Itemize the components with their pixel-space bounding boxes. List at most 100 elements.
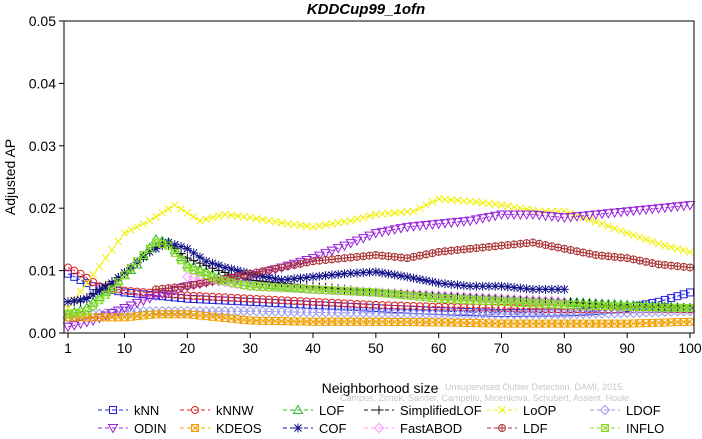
data-point-ldf [302, 258, 311, 267]
data-point-knnw [195, 292, 204, 301]
data-point-odin [62, 322, 74, 333]
data-point-knnw [302, 297, 311, 306]
data-point-knnw [271, 295, 280, 304]
legend-label: kNN [134, 403, 159, 418]
data-point-loop [610, 224, 619, 233]
data-point-knnw [139, 288, 148, 297]
data-point-cof [383, 269, 393, 279]
data-point-cof [289, 274, 299, 284]
data-point-loop [346, 216, 355, 225]
data-point-loop [271, 217, 280, 226]
data-point-odin [527, 210, 539, 220]
data-point-ldf [195, 279, 204, 288]
y-axis-label: Adjusted AP [2, 139, 18, 215]
data-point-cof [509, 282, 519, 292]
data-point-odin [131, 299, 143, 309]
data-point-cof [415, 274, 425, 284]
data-point-odin [684, 201, 696, 211]
data-point-odin [420, 221, 432, 231]
data-point-odin [483, 212, 495, 223]
data-point-ldf [629, 255, 638, 264]
series-ldf [151, 238, 695, 294]
data-point-loop [183, 209, 192, 217]
data-point-cof [484, 281, 494, 291]
data-point-odin [471, 215, 482, 225]
data-point-cof [208, 258, 218, 268]
data-point-ldf [265, 265, 274, 274]
data-point-cof [421, 276, 431, 286]
data-point-loop [378, 210, 386, 218]
data-point-odin [609, 208, 620, 219]
x-tick-label: 10 [117, 340, 133, 356]
data-point-loop [654, 239, 663, 248]
data-point-cof [471, 281, 481, 291]
data-point-knnw [227, 293, 236, 302]
data-point-odin [546, 212, 558, 222]
data-point-cof [346, 268, 356, 278]
data-point-cof [534, 284, 544, 294]
legend-label: SimplifiedLOF [400, 403, 482, 418]
data-point-cof [409, 273, 419, 283]
data-point-loop [428, 198, 437, 206]
data-point-fastabod [559, 296, 570, 308]
data-point-ldf [258, 267, 267, 276]
data-point-cof [540, 284, 550, 294]
data-point-loop [415, 204, 424, 213]
data-point-lof [68, 306, 80, 317]
data-point-cof [226, 264, 236, 274]
data-point-knnw [334, 299, 343, 308]
x-tick-label: 1 [64, 340, 72, 356]
data-point-cof [69, 296, 79, 306]
data-point-ldf [428, 249, 437, 258]
data-point-loop [459, 197, 468, 205]
watermark-line-2: Campos, Zimek, Sander, Campello, Micenko… [340, 393, 629, 403]
data-point-odin [540, 211, 551, 222]
data-point-cof [214, 260, 224, 270]
data-point-loop [126, 226, 135, 234]
data-point-odin [408, 222, 419, 232]
data-point-odin [125, 301, 137, 312]
data-point-cof [82, 294, 92, 304]
data-point-cof [497, 281, 507, 291]
data-point-cof [358, 268, 368, 278]
data-point-cof [321, 271, 331, 281]
data-point-loop [120, 229, 129, 238]
y-tick-label: 0.05 [29, 13, 56, 29]
data-point-loop [491, 200, 500, 209]
data-point-cof [182, 244, 192, 254]
y-tick-label: 0.04 [29, 75, 56, 91]
data-point-knnw [516, 304, 525, 313]
data-point-ldf [528, 238, 537, 247]
data-point-odin [458, 217, 470, 227]
data-point-ldf [560, 244, 569, 253]
data-point-ldf [415, 251, 424, 260]
data-point-odin [533, 211, 545, 221]
data-point-loop [334, 218, 343, 227]
data-point-odin [320, 249, 331, 259]
data-point-ldf [547, 242, 556, 251]
data-point-loop [246, 213, 255, 222]
y-tick-label: 0.01 [29, 263, 56, 279]
data-point-ldf [290, 260, 299, 269]
legend-marker-kdeos [191, 424, 199, 432]
data-point-loop [89, 270, 97, 279]
data-point-cof [371, 267, 381, 277]
series-kdeos [64, 310, 694, 328]
data-point-odin [521, 210, 533, 220]
data-point-odin [81, 318, 93, 328]
data-point-loop [390, 209, 399, 217]
data-point-ldf [409, 252, 418, 261]
data-point-inflo [120, 271, 129, 280]
data-point-loop [635, 233, 644, 242]
data-point-cof [339, 269, 349, 279]
data-point-ldf [566, 246, 575, 254]
data-point-odin [646, 204, 658, 215]
data-point-cof [459, 281, 469, 291]
data-point-cof [270, 274, 280, 284]
data-point-cof [434, 278, 444, 288]
data-point-odin [502, 210, 514, 220]
data-point-odin [558, 213, 570, 224]
data-point-knnw [239, 294, 248, 303]
data-point-odin [383, 226, 394, 237]
data-point-cof [126, 262, 136, 272]
